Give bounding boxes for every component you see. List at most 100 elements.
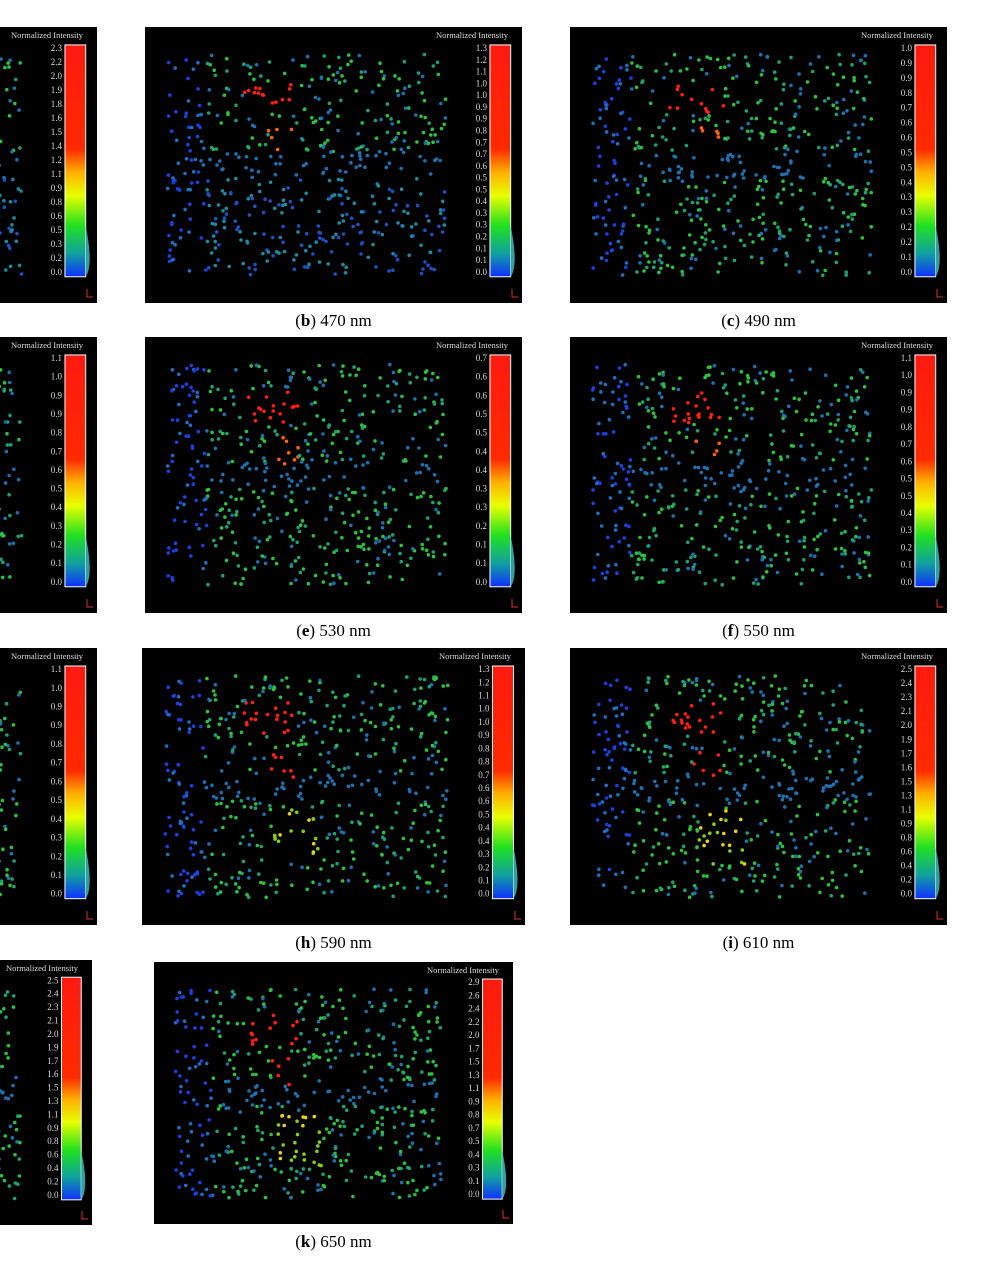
colorbar-tick-label: 0.6 [478, 796, 490, 806]
point [794, 731, 798, 736]
point [863, 466, 867, 471]
point [18, 420, 22, 424]
point [206, 724, 211, 729]
point [323, 546, 327, 550]
point [369, 706, 374, 710]
point [774, 77, 778, 81]
point [255, 545, 260, 549]
point [296, 724, 301, 728]
point [257, 693, 262, 698]
point [225, 56, 229, 61]
colorbar-title: Normalized Intensity [436, 30, 509, 40]
point [15, 511, 20, 515]
point [759, 821, 763, 826]
point [837, 52, 841, 57]
point [217, 159, 222, 163]
point [836, 793, 840, 798]
point [660, 580, 665, 584]
point [685, 197, 689, 201]
colorbar-tick-label: 0.8 [51, 197, 63, 207]
point [867, 573, 872, 578]
point [606, 737, 611, 742]
point [756, 101, 760, 105]
point [335, 496, 339, 501]
point [6, 243, 11, 248]
point [326, 542, 330, 546]
point [664, 431, 668, 435]
point [787, 787, 791, 791]
point [869, 488, 874, 492]
point [0, 139, 3, 144]
point [328, 493, 333, 498]
colorbar-tick-label: 0.6 [51, 776, 63, 786]
point [0, 557, 3, 562]
point [289, 768, 293, 773]
point [200, 850, 204, 854]
point [185, 366, 189, 371]
point [657, 804, 661, 808]
point [409, 556, 413, 561]
point [700, 391, 704, 395]
point [735, 519, 739, 524]
point [262, 812, 266, 817]
point [435, 889, 440, 893]
point [601, 451, 605, 456]
point [809, 739, 813, 743]
point [711, 730, 716, 734]
colorbar-tick-label: 0.3 [476, 502, 488, 512]
point [297, 752, 302, 757]
caption-part: ) 530 nm [309, 621, 370, 640]
point [248, 742, 252, 746]
point [717, 441, 721, 446]
point [859, 722, 863, 727]
point [672, 154, 676, 159]
point [383, 502, 388, 507]
point [656, 842, 661, 846]
point [844, 873, 848, 877]
point [216, 387, 220, 392]
point [803, 691, 807, 696]
point [206, 452, 211, 457]
point [682, 683, 687, 688]
point [614, 815, 618, 820]
point [726, 136, 730, 140]
point [8, 388, 13, 392]
point [321, 237, 325, 242]
point [349, 523, 353, 528]
point [182, 502, 186, 507]
point [359, 145, 363, 149]
point [752, 725, 756, 729]
point [341, 219, 346, 223]
point [391, 268, 395, 273]
point [333, 272, 337, 276]
point [348, 373, 352, 377]
point [660, 404, 664, 409]
point [861, 370, 865, 375]
point [391, 208, 396, 213]
point [843, 549, 847, 553]
point [656, 217, 660, 221]
point [597, 702, 601, 707]
point [745, 373, 750, 378]
point [845, 385, 850, 389]
point [834, 504, 839, 508]
point [725, 770, 729, 775]
point [436, 72, 441, 77]
point [373, 885, 378, 889]
point [234, 815, 238, 820]
colorbar-tick-label: 0.9 [901, 58, 913, 68]
point [235, 704, 240, 709]
point [708, 365, 712, 369]
point [808, 367, 812, 372]
point [361, 454, 366, 458]
point [783, 686, 787, 691]
point [301, 778, 306, 783]
point [596, 432, 600, 436]
point [381, 684, 385, 688]
point [714, 494, 718, 499]
colorbar-tick-label: 0.7 [901, 103, 913, 113]
point [619, 506, 624, 511]
point [607, 208, 611, 212]
point [0, 193, 2, 198]
point [690, 745, 695, 750]
